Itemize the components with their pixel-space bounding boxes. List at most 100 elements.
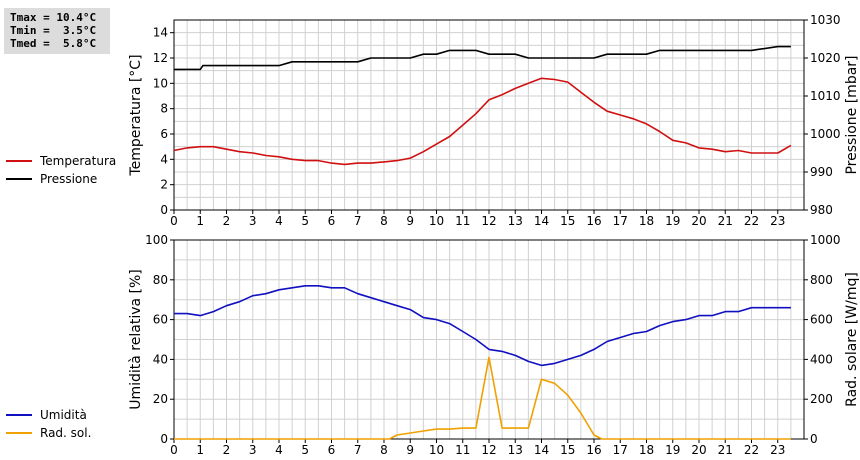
x-tick-label: 2 xyxy=(223,443,231,457)
y-left-tick-label: 4 xyxy=(160,152,168,166)
y-right-tick-label: 980 xyxy=(810,203,833,217)
x-tick-label: 0 xyxy=(170,443,178,457)
y-right-tick-label: 1030 xyxy=(810,13,841,27)
legend-label: Umidità xyxy=(40,408,87,422)
x-tick-label: 21 xyxy=(718,214,733,228)
legend-item-pressione: Pressione xyxy=(6,170,116,188)
x-tick-label: 22 xyxy=(744,443,759,457)
x-tick-label: 18 xyxy=(639,443,654,457)
x-tick-label: 1 xyxy=(196,214,204,228)
x-tick-label: 20 xyxy=(691,214,706,228)
legend-swatch xyxy=(6,432,32,434)
x-tick-label: 8 xyxy=(380,443,388,457)
x-tick-label: 13 xyxy=(508,443,523,457)
legend-swatch xyxy=(6,414,32,416)
y-right-tick-label: 1000 xyxy=(810,233,841,247)
x-tick-label: 3 xyxy=(249,214,257,228)
series-line-pressione xyxy=(174,45,791,71)
y-right-axis-label: Pressione [mbar] xyxy=(844,55,860,174)
x-tick-label: 1 xyxy=(196,443,204,457)
x-tick-label: 22 xyxy=(744,214,759,228)
stat-tmax: Tmax = 10.4°C xyxy=(10,11,97,24)
x-tick-label: 15 xyxy=(560,214,575,228)
y-left-tick-label: 0 xyxy=(160,432,168,446)
legend-bottom: Umidità Rad. sol. xyxy=(6,406,91,442)
x-tick-label: 11 xyxy=(455,214,470,228)
y-right-tick-label: 990 xyxy=(810,165,833,179)
y-right-axis-label: Rad. solare [W/mq] xyxy=(844,272,860,407)
stat-tmin: Tmin = 3.5°C xyxy=(10,24,97,37)
x-tick-label: 4 xyxy=(275,443,283,457)
series-line-rad-sol xyxy=(174,356,791,440)
x-tick-label: 20 xyxy=(691,443,706,457)
x-tick-label: 10 xyxy=(429,214,444,228)
x-tick-label: 12 xyxy=(481,214,496,228)
y-right-tick-label: 1020 xyxy=(810,51,841,65)
y-left-axis-label: Umidità relativa [%] xyxy=(128,269,144,410)
x-tick-label: 17 xyxy=(613,214,628,228)
x-tick-label: 23 xyxy=(770,214,785,228)
y-left-tick-label: 20 xyxy=(153,392,168,406)
y-left-tick-label: 14 xyxy=(153,26,168,40)
y-right-tick-label: 600 xyxy=(810,313,833,327)
x-tick-label: 16 xyxy=(586,214,601,228)
y-right-tick-label: 1010 xyxy=(810,89,841,103)
x-tick-label: 6 xyxy=(328,443,336,457)
y-left-tick-label: 2 xyxy=(160,178,168,192)
x-tick-label: 12 xyxy=(481,443,496,457)
legend-label: Rad. sol. xyxy=(40,426,92,440)
stat-tmed: Tmed = 5.8°C xyxy=(10,37,97,50)
x-tick-label: 13 xyxy=(508,214,523,228)
stats-box: Tmax = 10.4°C Tmin = 3.5°C Tmed = 5.8°C xyxy=(4,8,110,54)
legend-item-temperatura: Temperatura xyxy=(6,152,116,170)
legend-label: Temperatura xyxy=(40,154,117,168)
x-tick-label: 16 xyxy=(586,443,601,457)
y-right-tick-label: 0 xyxy=(810,432,818,446)
y-left-tick-label: 12 xyxy=(153,51,168,65)
y-left-tick-label: 40 xyxy=(153,352,168,366)
y-left-axis-label: Temperatura [°C] xyxy=(128,54,144,176)
legend-label: Pressione xyxy=(40,172,98,186)
y-left-tick-label: 6 xyxy=(160,127,168,141)
x-tick-label: 19 xyxy=(665,214,680,228)
x-tick-label: 7 xyxy=(354,443,362,457)
legend-top: Temperatura Pressione xyxy=(6,152,116,188)
x-tick-label: 8 xyxy=(380,214,388,228)
series-line-temperatura xyxy=(173,77,792,166)
y-left-tick-label: 60 xyxy=(153,313,168,327)
y-right-tick-label: 1000 xyxy=(810,127,841,141)
x-tick-label: 14 xyxy=(534,443,549,457)
x-tick-label: 9 xyxy=(406,214,414,228)
legend-item-rad-sol: Rad. sol. xyxy=(6,424,91,442)
x-tick-label: 5 xyxy=(301,214,309,228)
x-tick-label: 21 xyxy=(718,443,733,457)
x-tick-label: 19 xyxy=(665,443,680,457)
legend-swatch xyxy=(6,160,32,162)
legend-item-umidita: Umidità xyxy=(6,406,91,424)
x-tick-label: 14 xyxy=(534,214,549,228)
x-tick-label: 9 xyxy=(406,443,414,457)
x-tick-label: 17 xyxy=(613,443,628,457)
x-tick-label: 10 xyxy=(429,443,444,457)
x-tick-label: 7 xyxy=(354,214,362,228)
x-tick-label: 11 xyxy=(455,443,470,457)
x-tick-label: 6 xyxy=(328,214,336,228)
x-tick-label: 15 xyxy=(560,443,575,457)
y-left-tick-label: 100 xyxy=(145,233,168,247)
series-line-umidit xyxy=(174,284,791,367)
x-tick-label: 5 xyxy=(301,443,309,457)
x-tick-label: 0 xyxy=(170,214,178,228)
y-right-tick-label: 200 xyxy=(810,392,833,406)
legend-swatch xyxy=(6,178,32,180)
x-tick-label: 23 xyxy=(770,443,785,457)
x-tick-label: 2 xyxy=(223,214,231,228)
y-left-tick-label: 0 xyxy=(160,203,168,217)
y-left-tick-label: 10 xyxy=(153,76,168,90)
x-tick-label: 4 xyxy=(275,214,283,228)
y-left-tick-label: 8 xyxy=(160,102,168,116)
y-right-tick-label: 400 xyxy=(810,352,833,366)
x-tick-label: 3 xyxy=(249,443,257,457)
y-left-tick-label: 80 xyxy=(153,273,168,287)
y-right-tick-label: 800 xyxy=(810,273,833,287)
